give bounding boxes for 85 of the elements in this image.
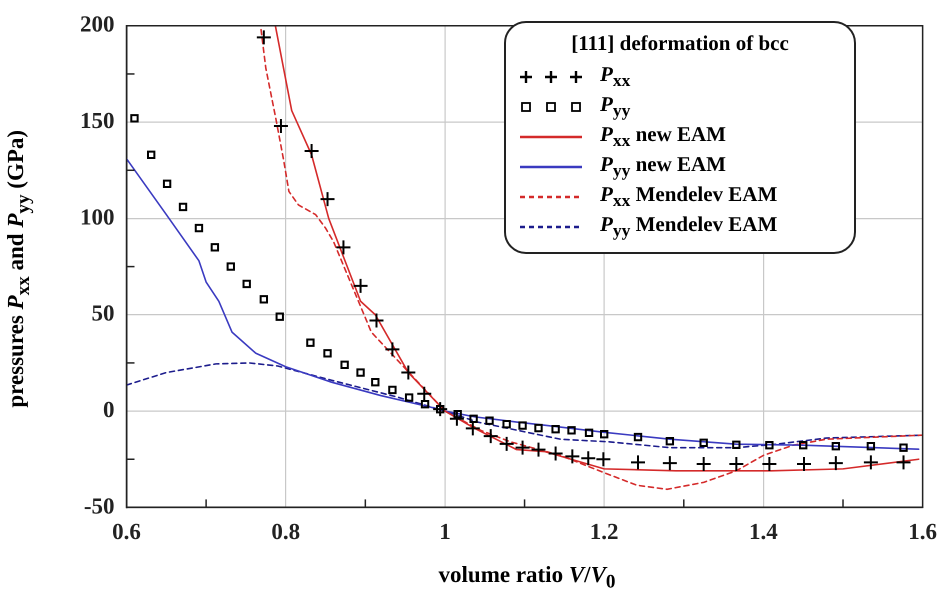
x-tick-label: 1 [439,519,451,544]
x-tick-label: 1.4 [749,519,778,544]
y-tick-label: 50 [92,300,114,326]
legend-label: P$_{yy}$ [600,92,630,121]
point [335,239,352,256]
point [242,280,251,288]
point [404,393,414,402]
y-tick-label: 0 [103,397,114,422]
point [534,424,543,432]
point [178,202,188,212]
point [765,440,774,450]
point [420,400,430,408]
point [323,349,332,358]
point [416,386,432,402]
point [761,456,778,472]
legend-label: P$_{yy}$ new EAM [600,152,726,182]
point [595,451,612,468]
point [210,243,220,252]
point [130,114,139,122]
point [696,456,712,472]
point [551,425,560,434]
legend-label: P$_{xx}$ new EAM [600,122,726,152]
point [662,455,678,472]
point [518,421,527,430]
point [567,426,576,435]
point [498,436,515,452]
point [320,191,336,208]
point [564,448,580,464]
point [276,312,284,321]
point [388,386,397,394]
point [482,428,499,444]
point [732,440,741,449]
legend-title: [111] deformation of bcc [570,31,790,56]
point [796,456,812,472]
point [304,143,320,160]
point [514,440,531,456]
x-tick-label: 1.2 [590,519,619,544]
point [530,442,546,458]
point [584,428,594,438]
point [666,436,674,446]
point [469,414,478,423]
y-tick-label: 200 [80,12,114,37]
point [832,442,840,450]
x-tick-label: 0.8 [271,519,300,544]
point [799,440,808,450]
point [634,432,642,442]
point [384,341,400,358]
point [899,444,908,452]
point [194,224,204,232]
x-tick-label: 1.6 [908,519,937,544]
legend-label: P$_{yy}$ Mendelev EAM [600,212,778,242]
point [147,150,156,160]
point [485,416,494,425]
point [371,378,380,386]
point [448,410,465,427]
point [340,360,349,370]
point [580,450,596,466]
y-tick-label: -50 [84,493,114,518]
y-tick-label: 100 [80,204,114,230]
point [862,454,879,470]
x-axis-title: volume ratio V/V$_{0}$ [438,562,616,594]
x-tick-label: 0.6 [112,519,141,544]
legend-label: P$_{xx}$ [600,62,630,91]
point [162,180,172,188]
point [700,438,708,448]
y-tick-label: 150 [80,108,114,134]
point [306,338,315,347]
point [368,312,384,329]
point [352,278,369,294]
point [630,454,646,470]
point [226,262,235,271]
point [548,445,564,462]
point [256,29,272,46]
point [728,456,744,472]
point [866,442,876,450]
legend-label: P$_{xx}$ Mendelev EAM [600,182,778,212]
point [356,368,365,377]
point [828,455,844,472]
point [260,295,268,304]
point [400,364,416,381]
point [896,454,912,470]
point [454,410,462,418]
point [502,420,511,428]
point [600,430,608,438]
point [272,118,289,134]
